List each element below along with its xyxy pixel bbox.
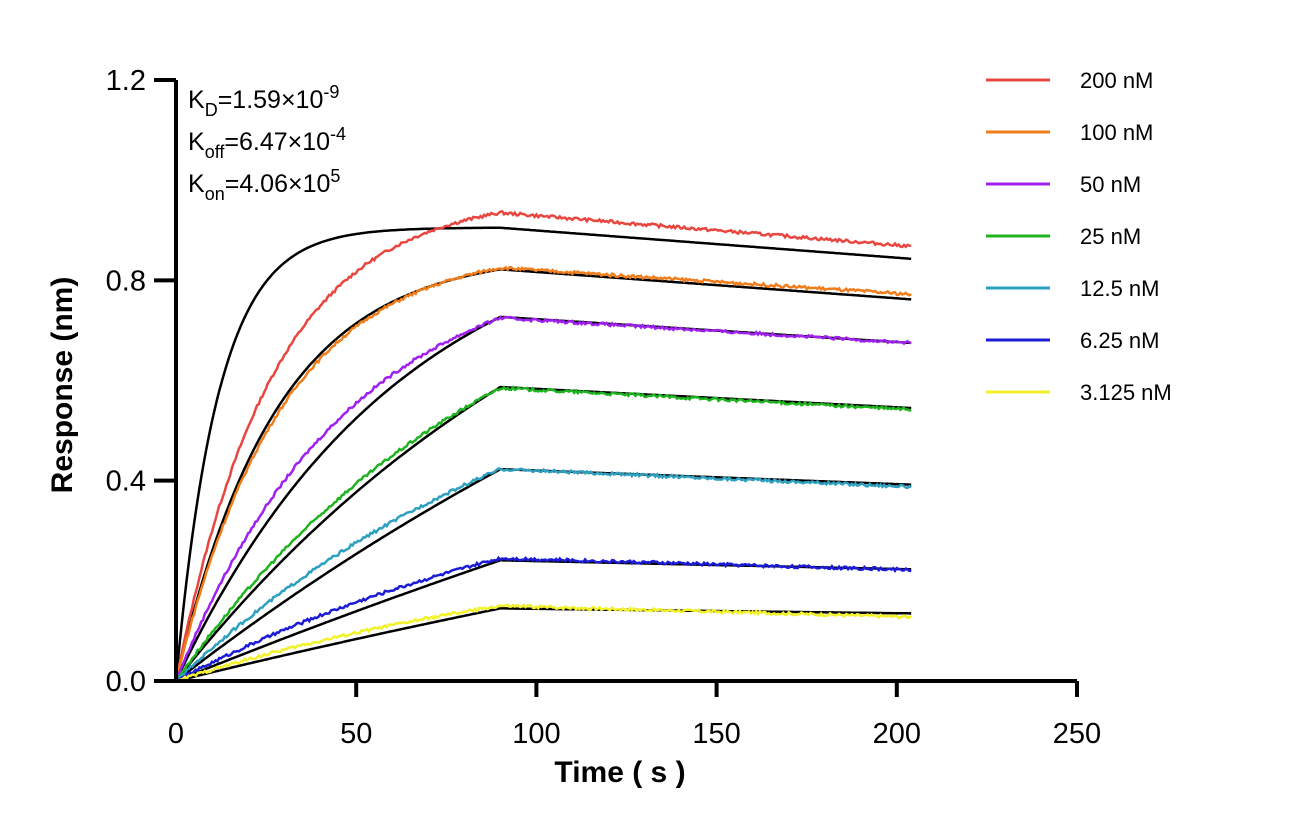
- axes: [174, 80, 1077, 683]
- fit-curve: [174, 268, 912, 682]
- measured-curve: [175, 603, 913, 683]
- legend-label: 200 nM: [1080, 68, 1153, 93]
- legend-label: 12.5 nM: [1080, 276, 1160, 301]
- kinetic-constant-off: Koff=6.47×10-4: [188, 124, 346, 162]
- x-axis-title: Time ( s ): [554, 756, 685, 789]
- legend-label: 100 nM: [1080, 120, 1153, 145]
- y-tick-label: 0.8: [106, 265, 146, 297]
- y-tick-label: 0.0: [106, 666, 146, 698]
- x-tick-label: 250: [1053, 718, 1101, 750]
- legend-label: 50 nM: [1080, 172, 1141, 197]
- measured-curve: [175, 555, 912, 683]
- x-tick-label: 150: [692, 718, 740, 750]
- measured-curves: [174, 210, 913, 683]
- x-tick-label: 200: [873, 718, 921, 750]
- kinetic-constant-on: Kon=4.06×105: [188, 166, 340, 204]
- x-tick-label: 0: [168, 718, 184, 750]
- y-axis-title: Response (nm): [46, 277, 79, 494]
- fit-curve: [175, 559, 912, 683]
- fit-curve: [175, 607, 912, 683]
- fit-curve: [174, 315, 912, 682]
- legend-label: 25 nM: [1080, 224, 1141, 249]
- measured-curve: [174, 265, 912, 682]
- measured-curve: [175, 467, 912, 682]
- y-tick-label: 1.2: [106, 65, 146, 97]
- fit-curve: [174, 226, 912, 682]
- x-tick-label: 50: [340, 718, 372, 750]
- legend-label: 3.125 nM: [1080, 380, 1172, 405]
- ticks: 0 50 100 150 200 250 0.0 0.4 0.8 1.2: [106, 65, 1102, 750]
- measured-curve: [174, 315, 912, 682]
- x-tick-label: 100: [512, 718, 560, 750]
- y-tick-label: 0.4: [106, 466, 146, 498]
- kinetic-constant-D: KD=1.59×10-9: [188, 82, 339, 120]
- legend: 200 nM 100 nM 50 nM 25 nM 12.5 nM 6.25 nM 3.12…: [986, 68, 1172, 405]
- measured-curve: [174, 385, 912, 682]
- legend-label: 6.25 nM: [1080, 328, 1160, 353]
- kinetic-annotations: KD=1.59×10-9 Koff=6.47×10-4 Kon=4.06×105: [188, 82, 346, 204]
- measured-curve: [174, 210, 912, 682]
